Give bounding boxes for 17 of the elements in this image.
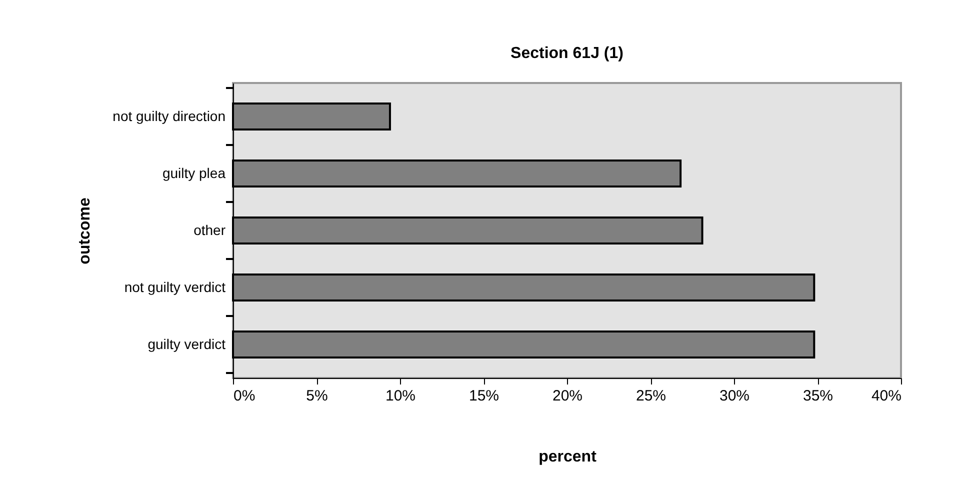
x-tick-label: 0%	[234, 388, 256, 404]
chart-title: Section 61J (1)	[510, 45, 624, 62]
x-tick-label: 20%	[552, 388, 583, 404]
x-tick-label: 30%	[719, 388, 750, 404]
y-tick-label: not guilty verdict	[124, 279, 226, 295]
x-tick-label: 40%	[871, 388, 902, 404]
y-tick-label: not guilty direction	[112, 108, 226, 124]
x-tick-label: 35%	[802, 388, 834, 404]
y-tick-label: guilty verdict	[148, 336, 226, 352]
x-tick-label: 5%	[306, 388, 328, 404]
y-tick-label: other	[194, 222, 226, 238]
y-axis-title: outcome	[76, 198, 94, 264]
y-tick-label: guilty plea	[162, 165, 226, 181]
x-axis-title: percent	[538, 448, 598, 466]
x-tick-label: 15%	[468, 388, 500, 404]
x-tick-label: 25%	[636, 388, 666, 404]
x-tick-label: 10%	[385, 388, 416, 404]
